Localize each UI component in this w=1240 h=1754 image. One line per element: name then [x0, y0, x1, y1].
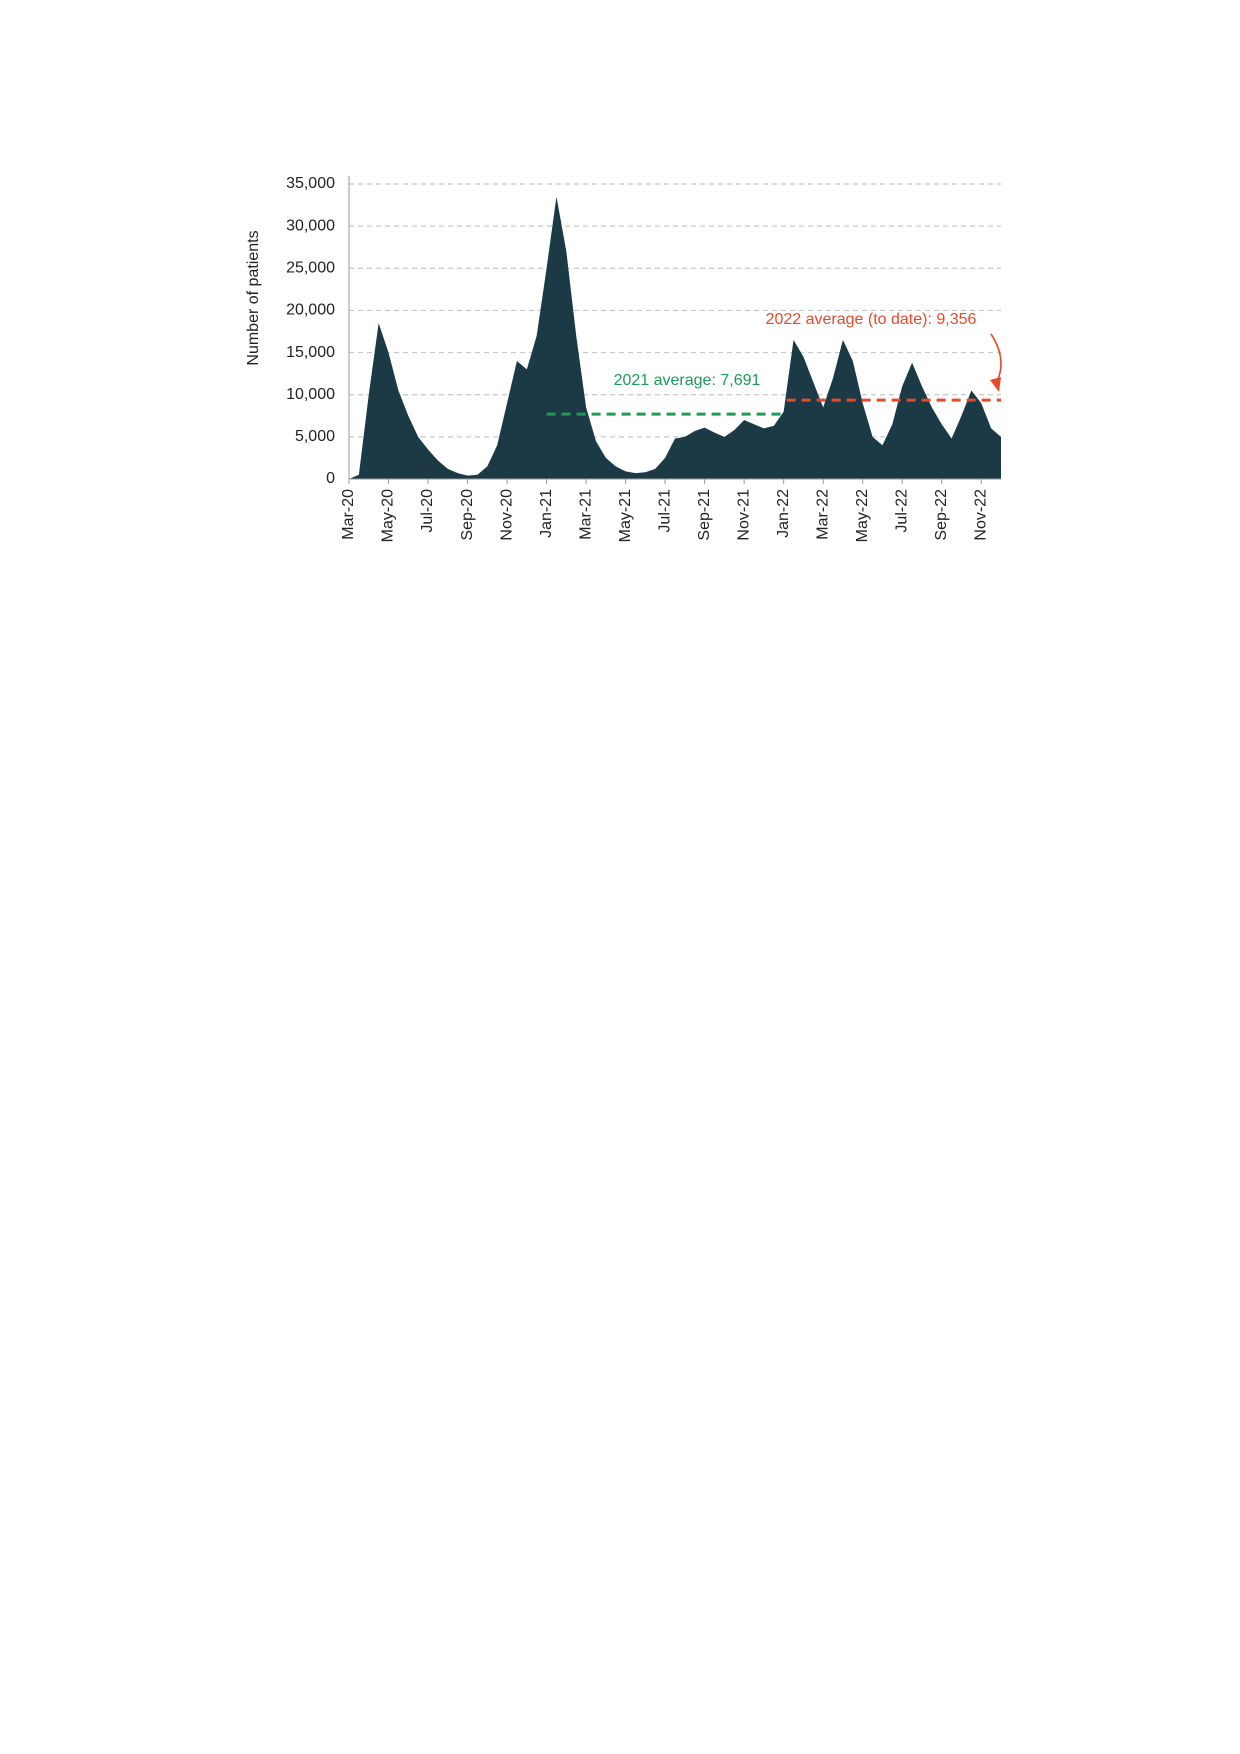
x-tick-label: Jan-22: [775, 489, 792, 538]
y-tick-label: 20,000: [286, 302, 335, 319]
y-tick-label: 35,000: [286, 175, 335, 192]
y-tick-label: 10,000: [286, 386, 335, 403]
x-tick-label: Mar-20: [340, 489, 357, 540]
x-tick-label: Sep-21: [696, 489, 713, 541]
y-tick-label: 25,000: [286, 260, 335, 277]
x-tick-label: May-21: [617, 489, 634, 542]
arrow-head: [990, 377, 1001, 392]
y-tick-label: 30,000: [286, 217, 335, 234]
area: [349, 196, 1001, 479]
x-tick-label: Sep-20: [459, 489, 476, 541]
y-tick-label: 15,000: [286, 344, 335, 361]
x-tick-label: Jul-20: [419, 489, 436, 533]
average-label: 2021 average: 7,691: [614, 372, 761, 389]
x-tick-label: Mar-21: [577, 489, 594, 540]
x-tick-label: Sep-22: [933, 489, 950, 541]
average-label: 2022 average (to date): 9,356: [766, 311, 977, 328]
x-tick-label: Nov-22: [972, 489, 989, 541]
x-tick-label: May-22: [854, 489, 871, 542]
y-axis-label: Number of patients: [245, 230, 262, 365]
x-tick-label: Mar-22: [814, 489, 831, 540]
x-tick-label: Nov-20: [498, 489, 515, 541]
x-tick-label: Jul-22: [893, 489, 910, 533]
x-tick-label: Nov-21: [735, 489, 752, 541]
arrow: [990, 333, 1002, 385]
x-tick-label: May-20: [380, 489, 397, 542]
y-tick-label: 0: [326, 470, 335, 487]
x-tick-label: Jan-21: [538, 489, 555, 538]
y-tick-label: 5,000: [295, 428, 335, 445]
x-tick-label: Jul-21: [656, 489, 673, 533]
